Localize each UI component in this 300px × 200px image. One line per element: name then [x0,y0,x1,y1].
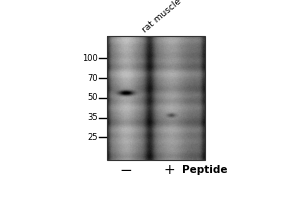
Text: +: + [163,163,175,177]
Text: Peptide: Peptide [182,165,228,175]
Text: 50: 50 [88,93,98,102]
Text: 70: 70 [87,74,98,83]
Text: −: − [119,163,132,178]
Bar [107,36,205,160]
Text: 25: 25 [88,133,98,142]
Text: 100: 100 [82,54,98,63]
Text: 35: 35 [87,113,98,122]
Text: rat muscle: rat muscle [141,0,184,35]
